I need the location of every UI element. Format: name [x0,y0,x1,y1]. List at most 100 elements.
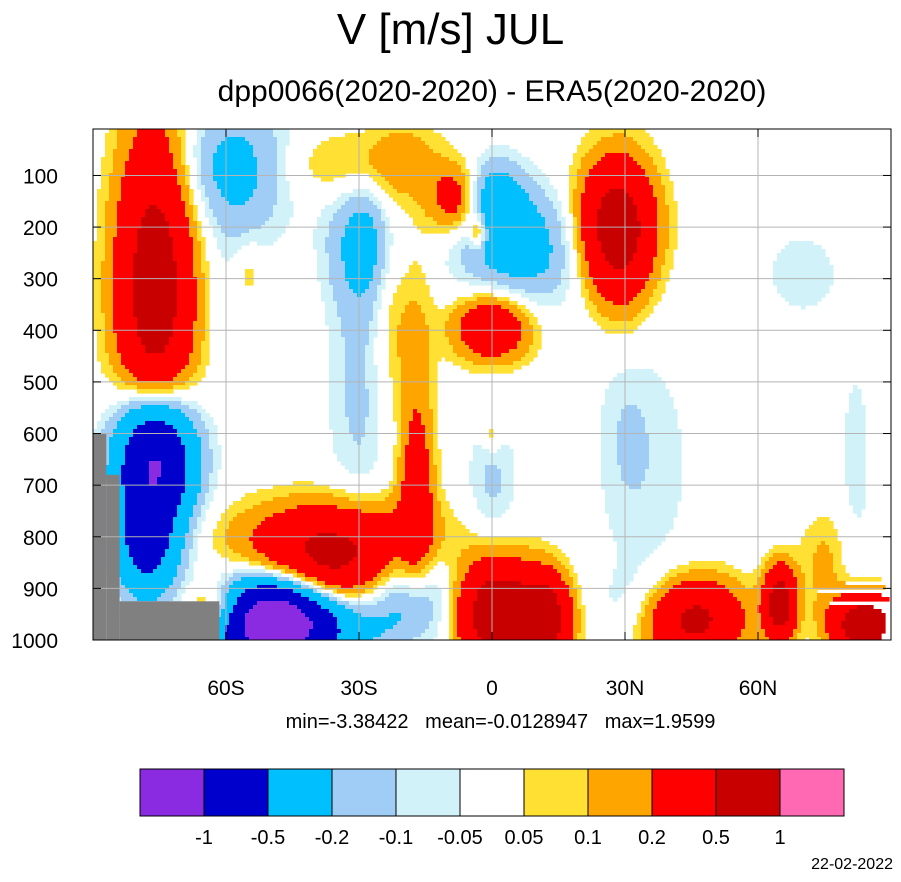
contour-cell [585,301,594,306]
contour-cell [185,573,194,578]
contour-cell [121,481,150,486]
contour-cell [429,397,438,402]
contour-cell [393,401,402,406]
contour-cell [213,229,222,234]
contour-cell [581,281,586,286]
contour-cell [397,457,406,462]
contour-cell [853,505,866,510]
contour-cell [653,193,666,198]
contour-cell [181,145,186,150]
contour-cell [569,185,578,190]
contour-cell [213,529,226,534]
contour-cell [317,561,350,566]
contour-cell [765,633,794,638]
contour-cell [329,261,346,266]
contour-cell [117,209,146,214]
contour-cell [137,597,158,602]
contour-cell [369,409,378,414]
contour-cell [205,421,214,426]
contour-cell [597,309,642,314]
contour-cell [465,201,470,206]
contour-cell [365,589,374,594]
contour-cell [833,557,842,562]
contour-cell [329,597,338,602]
contour-cell [321,285,334,290]
contour-cell [441,205,458,210]
contour-cell [217,605,226,610]
contour-cell [205,305,210,310]
contour-cell [393,409,402,414]
contour-cell [477,305,502,310]
contour-cell [353,609,434,614]
contour-cell [429,373,438,378]
contour-cell [481,193,530,198]
contour-cell [601,481,626,486]
contour-cell [817,621,826,626]
contour-cell [825,629,846,634]
contour-cell [681,613,710,618]
contour-cell [461,325,522,330]
contour-cell [581,161,598,166]
contour-cell [585,305,598,310]
contour-cell [429,357,442,362]
contour-cell [601,469,622,474]
contour-cell [405,309,422,314]
contour-cell [617,545,658,550]
contour-cell [761,589,774,594]
contour-cell [377,181,390,186]
contour-cell [409,193,438,198]
contour-cell [469,461,514,466]
contour-cell [373,585,378,590]
contour-cell [217,221,266,226]
contour-cell [577,273,582,278]
contour-cell [201,441,210,446]
contour-cell [245,613,306,618]
contour-cell [405,449,430,454]
contour-cell [545,221,562,226]
contour-cell [573,197,582,202]
contour-cell [197,313,206,318]
contour-cell [361,509,394,514]
contour-cell [433,533,446,538]
contour-cell [429,349,454,354]
contour-cell [109,193,122,198]
contour-cell [137,377,174,382]
contour-cell [601,325,638,330]
contour-cell [221,141,250,146]
contour-cell [473,457,514,462]
contour-cell [185,569,194,574]
contour-cell [249,141,278,146]
contour-cell [245,617,310,622]
contour-cell [669,245,678,250]
contour-cell [449,637,454,640]
contour-cell [105,349,118,354]
contour-cell [113,245,138,250]
contour-cell [237,601,258,606]
contour-cell [189,417,202,422]
contour-cell [829,545,842,550]
contour-cell [645,477,682,482]
contour-cell [373,165,462,170]
contour-cell [477,181,486,186]
contour-cell [449,573,458,578]
contour-cell [461,637,482,640]
contour-cell [601,405,626,410]
contour-cell [449,621,454,626]
contour-cell [201,141,222,146]
contour-cell [633,633,642,638]
contour-cell [369,413,378,418]
contour-cell [197,517,206,522]
contour-cell [109,457,126,462]
contour-cell [229,577,242,582]
contour-cell [401,321,426,326]
contour-cell [621,465,650,470]
contour-cell [657,245,670,250]
contour-cell [377,573,390,578]
contour-cell [469,473,486,478]
contour-cell [273,209,294,214]
contour-cell [97,425,106,430]
contour-cell [253,541,306,546]
contour-cell [257,161,278,166]
contour-cell [445,321,462,326]
contour-cell [437,181,458,186]
